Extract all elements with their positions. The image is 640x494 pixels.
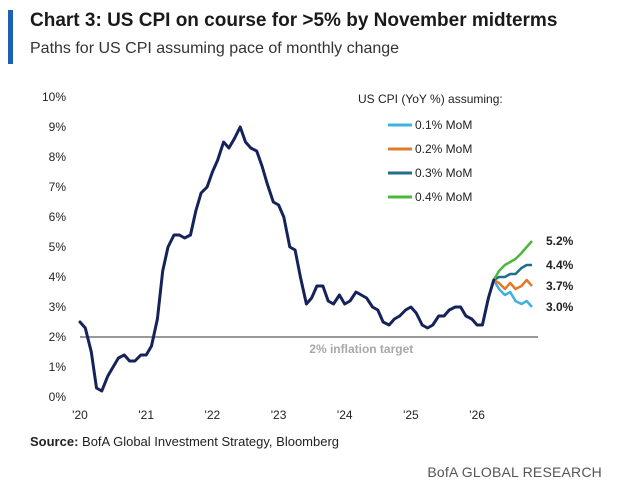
x-tick-label: '23 <box>271 408 287 422</box>
cpi-line-chart: 0%1%2%3%4%5%6%7%8%9%10% '20'21'22'23'24 '… <box>42 90 574 422</box>
legend-entry-label: 0.3% MoM <box>415 166 472 180</box>
y-tick-label: 10% <box>42 90 66 104</box>
y-tick-label: 9% <box>49 120 67 134</box>
inflation-target-line: 2% inflation target <box>80 336 538 356</box>
series-line-0-1-mom <box>492 279 533 308</box>
y-tick-label: 6% <box>49 210 67 224</box>
y-tick-label: 3% <box>49 300 67 314</box>
y-tick-label: 4% <box>49 270 67 284</box>
legend-title: US CPI (YoY %) assuming: <box>358 92 503 106</box>
source-note: Source: BofA Global Investment Strategy,… <box>30 434 339 449</box>
chart-legend: US CPI (YoY %) assuming: 0.1% MoM 0.2% MoM… <box>358 92 503 204</box>
x-tick-label: '21 <box>138 408 154 422</box>
legend-entry-label: 0.1% MoM <box>415 118 472 132</box>
y-tick-label: 8% <box>49 150 67 164</box>
y-tick-label: 1% <box>49 360 67 374</box>
brand-footer: BofA GLOBAL RESEARCH <box>427 464 602 480</box>
legend-entry-label: 0.4% MoM <box>415 190 472 204</box>
series-line-0-3-mom <box>493 263 532 282</box>
series-line-0-2-mom <box>493 278 533 291</box>
target-line-label: 2% inflation target <box>309 342 413 356</box>
series-end-labels: 5.2% 4.4% 3.7% 3.0% <box>546 234 574 314</box>
series-lines <box>78 125 533 393</box>
y-axis: 0% 1% 2% 3% 4% 5% 6% 7% 8% 9% 10% <box>42 90 66 404</box>
series-line-0-4-mom <box>492 240 533 281</box>
end-value-label: 4.4% <box>546 258 574 272</box>
y-tick-label: 2% <box>49 330 67 344</box>
chart-subtitle: Paths for US CPI assuming pace of monthl… <box>30 40 400 57</box>
source-text: BofA Global Investment Strategy, Bloombe… <box>78 434 340 449</box>
title-accent-bar <box>8 10 13 64</box>
x-tick-label: '25 <box>403 408 419 422</box>
end-value-label: 3.0% <box>546 300 574 314</box>
y-tick-label: 5% <box>49 240 67 254</box>
historical-cpi-line <box>78 125 496 393</box>
x-tick-label: '22 <box>205 408 221 422</box>
x-tick-label: '26 <box>469 408 485 422</box>
chart-title: Chart 3: US CPI on course for >5% by Nov… <box>30 10 558 31</box>
y-tick-label: 7% <box>49 180 67 194</box>
legend-entry-label: 0.2% MoM <box>415 142 472 156</box>
y-tick-label: 0% <box>49 390 67 404</box>
end-value-label: 3.7% <box>546 279 574 293</box>
end-value-label: 5.2% <box>546 234 574 248</box>
x-tick-label: '24 <box>337 408 353 422</box>
x-tick-label: '20 <box>72 408 88 422</box>
source-label: Source: <box>30 434 79 449</box>
x-axis: '20 '21 '22 '23 '24 '25 '26 <box>72 408 485 422</box>
